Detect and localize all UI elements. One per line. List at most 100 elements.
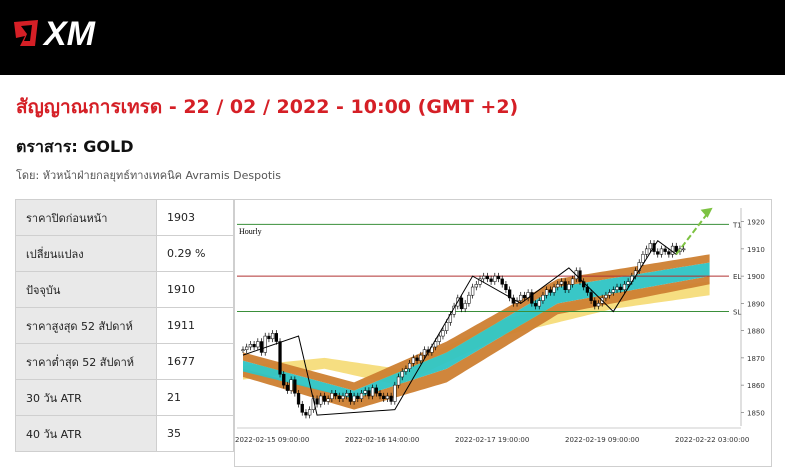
level-label-el: EL — [733, 273, 741, 281]
stat-label: 40 วัน ATR — [15, 415, 157, 452]
candle-body — [296, 393, 301, 405]
x-tick-label: 2022-02-19 09:00:00 — [565, 436, 639, 444]
stat-value: 1911 — [156, 307, 234, 344]
candle-body — [348, 393, 353, 402]
candle-body — [622, 284, 627, 291]
candle-body — [500, 278, 504, 285]
svg-text:XM: XM — [42, 15, 96, 52]
candle-body — [389, 395, 393, 402]
candle-body — [570, 278, 575, 285]
candle-body — [530, 292, 534, 304]
candle-body — [356, 395, 360, 399]
candle-body — [493, 275, 497, 282]
stat-label: ปัจจุบัน — [15, 271, 157, 308]
candle-body — [385, 395, 390, 399]
stats-row: ราคาสูงสุด 52 สัปดาห์ 1911 — [15, 307, 234, 344]
candle-body — [644, 248, 649, 255]
candle-body — [407, 363, 412, 370]
candle-body — [315, 398, 319, 405]
candle-body — [241, 349, 245, 351]
candle-body — [263, 335, 267, 353]
candle-body — [419, 354, 423, 361]
stat-label: ราคาสูงสุด 52 สัปดาห์ — [15, 307, 157, 344]
candle-body — [404, 368, 408, 372]
y-tick-label: 1900 — [747, 273, 765, 281]
candle-body — [378, 393, 382, 397]
ma-bands — [243, 254, 710, 410]
author-line: โดย: หัวหน้าฝ่ายกลยุทธ์ทางเทคนิค Avramis… — [16, 169, 281, 182]
candle-body — [330, 393, 334, 400]
candle-body — [245, 346, 249, 350]
candle-body — [337, 395, 341, 399]
x-tick-label: 2022-02-22 03:00:00 — [675, 436, 749, 444]
candle-body — [259, 341, 264, 353]
candle-body — [463, 303, 467, 310]
candle-body — [304, 412, 308, 416]
gold-hourly-chart: T1 EL SL 1850 1860 1870 1880 1890 1900 1910 1920 2… — [234, 199, 772, 467]
x-tick-label: 2022-02-16 14:00:00 — [345, 436, 419, 444]
stat-label: 30 วัน ATR — [15, 379, 157, 416]
candle-body — [533, 303, 538, 307]
candle-body — [556, 284, 560, 288]
candle-body — [611, 289, 615, 293]
candle-body — [422, 349, 427, 356]
xm-logo[interactable]: XM — [12, 12, 132, 52]
stats-row: ปัจจุบัน 1910 — [15, 271, 234, 308]
candle-body — [482, 275, 486, 280]
level-label-t1: T1 — [732, 221, 742, 229]
chart-canvas: T1 EL SL 1850 1860 1870 1880 1890 1900 1910 1920 2… — [235, 207, 765, 444]
candle-body — [252, 344, 256, 348]
candle-body — [589, 292, 593, 301]
candle-body — [393, 384, 397, 402]
candle-body — [519, 294, 523, 301]
zigzag-pattern — [242, 207, 713, 416]
candle-body — [400, 371, 404, 378]
candle-body — [359, 393, 364, 400]
x-tick-label: 2022-02-17 19:00:00 — [455, 436, 529, 444]
stat-label: เปลี่ยนแปลง — [15, 235, 157, 272]
candle-body — [270, 333, 275, 340]
candle-body — [667, 251, 671, 255]
candle-body — [615, 286, 619, 291]
y-tick-label: 1870 — [747, 355, 765, 363]
candle-body — [326, 398, 330, 402]
candle-body — [578, 270, 582, 282]
candle-body — [278, 341, 282, 375]
candle-body — [541, 294, 545, 301]
projection-arrow-head — [700, 207, 713, 218]
candle-body — [333, 393, 338, 397]
candle-body — [411, 357, 415, 364]
chart-axes: 1850 1860 1870 1880 1890 1900 1910 1920 2022-02-… — [235, 208, 765, 444]
stat-value: 35 — [156, 415, 234, 452]
y-tick-label: 1910 — [747, 246, 765, 254]
candle-body — [382, 395, 386, 399]
candle-body — [285, 384, 290, 391]
candle-body — [659, 248, 664, 255]
y-tick-label: 1920 — [747, 219, 765, 227]
candle-body — [559, 281, 564, 285]
candle-body — [363, 390, 367, 394]
stat-value: 0.29 % — [156, 235, 234, 272]
candle-body — [467, 294, 471, 304]
candle-body — [300, 403, 304, 413]
stat-value: 1677 — [156, 343, 234, 380]
candle-body — [682, 248, 686, 251]
candle-body — [319, 395, 323, 405]
candle-body — [352, 395, 356, 402]
band-orange-lower — [243, 276, 710, 410]
stat-value: 1903 — [156, 199, 234, 236]
candle-body — [648, 243, 652, 250]
candle-body — [489, 278, 493, 282]
stats-row: 30 วัน ATR 21 — [15, 379, 234, 416]
candle-body — [674, 245, 678, 252]
candle-body — [485, 275, 490, 280]
candle-body — [441, 330, 445, 337]
candle-body — [507, 289, 512, 299]
candle-body — [607, 292, 612, 296]
candle-body — [470, 286, 475, 296]
stat-value: 1910 — [156, 271, 234, 308]
price-candles — [241, 240, 686, 419]
candle-body — [367, 390, 371, 397]
candle-body — [670, 245, 675, 255]
candle-body — [474, 284, 478, 288]
